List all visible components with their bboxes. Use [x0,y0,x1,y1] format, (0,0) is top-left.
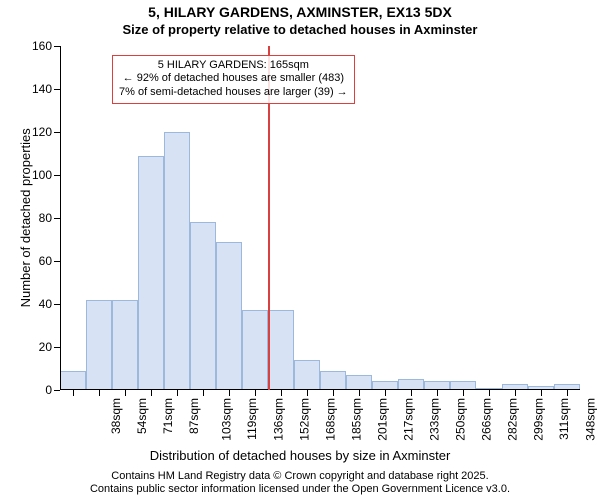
x-tick [229,390,230,396]
x-tick [463,390,464,396]
x-tick-label: 348sqm [584,398,598,441]
x-tick [333,390,334,396]
x-tick [567,390,568,396]
x-tick-label: 299sqm [532,398,546,441]
x-tick-label: 217sqm [402,398,416,441]
histogram-bar [346,375,372,390]
y-tick [54,390,60,391]
x-tick [541,390,542,396]
x-tick [281,390,282,396]
y-tick-label: 100 [32,168,52,182]
x-tick-label: 168sqm [324,398,338,441]
x-tick [177,390,178,396]
x-tick-label: 54sqm [135,398,149,434]
x-tick [125,390,126,396]
x-tick-label: 103sqm [220,398,234,441]
x-tick [411,390,412,396]
chart-root: 5, HILARY GARDENS, AXMINSTER, EX13 5DX S… [0,0,600,500]
x-tick-label: 87sqm [187,398,201,434]
x-tick-label: 119sqm [245,398,259,440]
x-tick [73,390,74,396]
annotation-line: 5 HILARY GARDENS: 165sqm [119,59,348,73]
histogram-bar [268,310,294,390]
histogram-bar [164,132,190,390]
y-axis-label: Number of detached properties [18,115,33,321]
y-tick-label: 40 [39,297,52,311]
x-tick [307,390,308,396]
y-tick-label: 80 [39,211,52,225]
x-tick [437,390,438,396]
x-tick-label: 233sqm [428,398,442,441]
y-tick-label: 140 [32,82,52,96]
title-line-2: Size of property relative to detached ho… [123,22,478,37]
attribution: Contains HM Land Registry data © Crown c… [0,470,600,496]
histogram-bar [242,310,268,390]
y-tick-label: 0 [45,383,52,397]
annotation-line: 7% of semi-detached houses are larger (3… [119,86,348,100]
x-tick-label: 136sqm [272,398,286,441]
histogram-bar [86,300,112,390]
y-tick-label: 120 [32,125,52,139]
histogram-bar [216,242,242,390]
x-tick-label: 152sqm [298,398,312,441]
x-tick [151,390,152,396]
x-axis-line [60,389,580,390]
chart-title: 5, HILARY GARDENS, AXMINSTER, EX13 5DX [0,4,600,20]
x-tick-label: 282sqm [506,398,520,441]
x-tick-label: 250sqm [454,398,468,441]
footer-line-1: Contains HM Land Registry data © Crown c… [0,470,600,483]
x-tick [515,390,516,396]
y-tick-label: 60 [39,254,52,268]
histogram-bar [190,222,216,390]
x-tick [489,390,490,396]
chart-subtitle: Size of property relative to detached ho… [0,22,600,37]
y-tick-label: 160 [32,39,52,53]
footer-line-2: Contains public sector information licen… [0,483,600,496]
x-tick [203,390,204,396]
histogram-bar [138,156,164,390]
x-tick-label: 38sqm [109,398,123,434]
x-tick [385,390,386,396]
x-tick [255,390,256,396]
y-axis-line [60,46,61,390]
x-tick-label: 311sqm [557,398,571,440]
histogram-bar [320,371,346,390]
x-tick-label: 201sqm [376,398,390,441]
plot-area: 02040608010012014016038sqm54sqm71sqm87sq… [60,46,580,390]
histogram-bar [112,300,138,390]
x-tick [359,390,360,396]
histogram-bar [60,371,86,390]
annotation-box: 5 HILARY GARDENS: 165sqm← 92% of detache… [112,55,355,104]
x-tick [99,390,100,396]
x-tick-label: 185sqm [350,398,364,441]
x-tick-label: 71sqm [161,398,175,434]
annotation-line: ← 92% of detached houses are smaller (48… [119,72,348,86]
y-tick-label: 20 [39,340,52,354]
histogram-bar [294,360,320,390]
x-tick-label: 266sqm [480,398,494,441]
x-axis-label: Distribution of detached houses by size … [0,448,600,463]
title-line-1: 5, HILARY GARDENS, AXMINSTER, EX13 5DX [148,4,452,20]
